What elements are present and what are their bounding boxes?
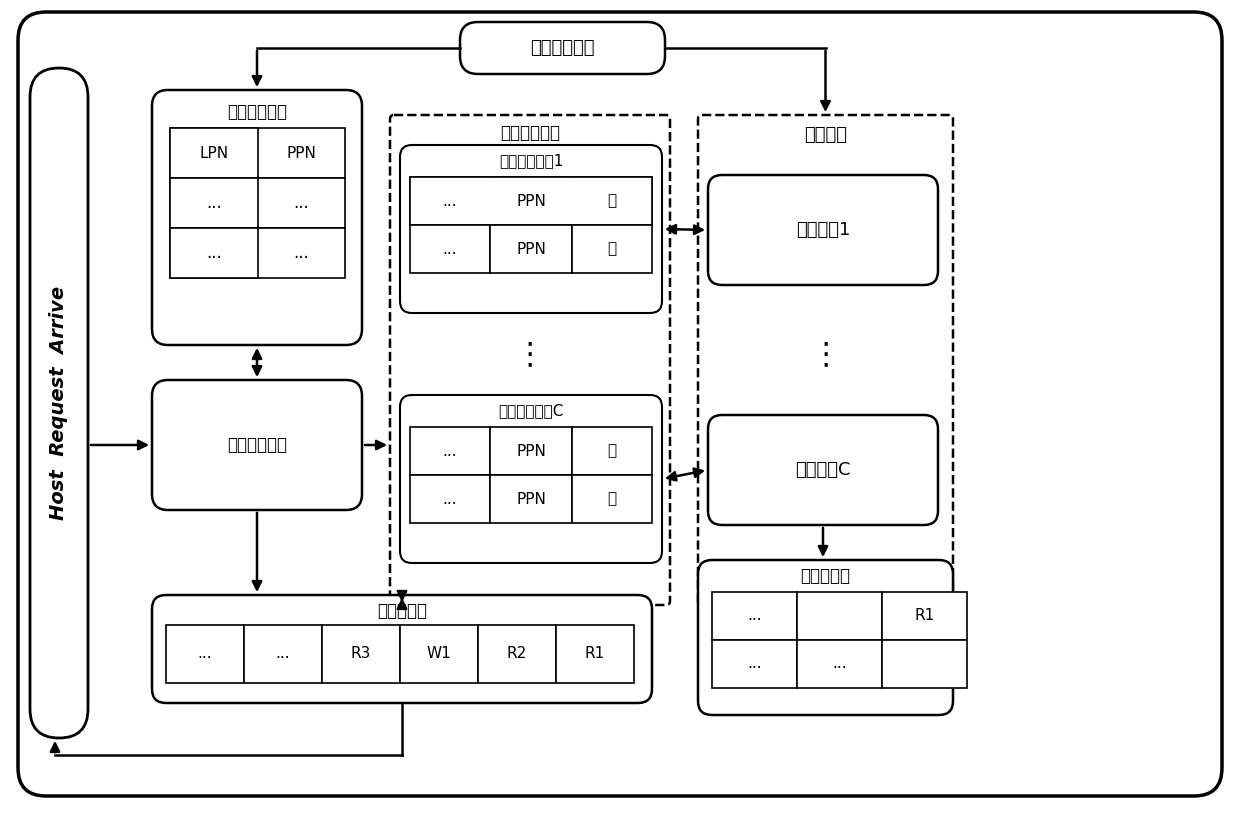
- FancyBboxPatch shape: [30, 68, 88, 738]
- Bar: [410, 225, 490, 273]
- FancyBboxPatch shape: [708, 175, 937, 285]
- Text: 待处理队列: 待处理队列: [377, 602, 427, 620]
- Bar: [882, 592, 967, 640]
- Text: ...: ...: [294, 194, 309, 212]
- Bar: [410, 177, 490, 225]
- Bar: [170, 228, 258, 278]
- Text: 通道分配模块: 通道分配模块: [227, 436, 286, 454]
- Bar: [170, 128, 345, 178]
- Text: ...: ...: [294, 244, 309, 262]
- FancyBboxPatch shape: [460, 22, 665, 74]
- Text: R3: R3: [351, 646, 371, 662]
- Text: 写: 写: [608, 492, 616, 506]
- FancyBboxPatch shape: [153, 380, 362, 510]
- Text: 读: 读: [608, 193, 616, 208]
- Text: PPN: PPN: [286, 146, 316, 160]
- Text: 通道读写队列C: 通道读写队列C: [498, 403, 564, 419]
- Text: PPN: PPN: [516, 193, 546, 208]
- Text: 闪存阵列C: 闪存阵列C: [795, 461, 851, 479]
- Text: LPN: LPN: [200, 146, 228, 160]
- FancyBboxPatch shape: [401, 395, 662, 563]
- Bar: [490, 475, 572, 523]
- Bar: [410, 427, 490, 475]
- Bar: [170, 228, 345, 278]
- Text: 数据缓冲区: 数据缓冲区: [801, 567, 851, 585]
- Text: R1: R1: [914, 608, 935, 624]
- Text: ...: ...: [206, 244, 222, 262]
- Bar: [490, 427, 572, 475]
- Bar: [410, 177, 652, 225]
- Bar: [477, 625, 556, 683]
- Bar: [572, 427, 652, 475]
- FancyBboxPatch shape: [401, 145, 662, 313]
- Bar: [410, 475, 490, 523]
- Text: Host  Request  Arrive: Host Request Arrive: [50, 286, 68, 520]
- Text: 通道读写队列1: 通道读写队列1: [498, 154, 563, 168]
- Text: 闪存芯片: 闪存芯片: [804, 126, 847, 144]
- Text: W1: W1: [427, 646, 451, 662]
- Text: ...: ...: [275, 646, 290, 662]
- Bar: [797, 592, 882, 640]
- Text: ⋮: ⋮: [810, 341, 841, 369]
- Text: 垃圾回收模块: 垃圾回收模块: [531, 39, 595, 57]
- Bar: [572, 475, 652, 523]
- Text: ...: ...: [443, 444, 458, 459]
- Bar: [797, 640, 882, 688]
- Bar: [712, 640, 797, 688]
- Bar: [401, 625, 477, 683]
- Text: 写: 写: [608, 241, 616, 256]
- FancyBboxPatch shape: [153, 90, 362, 345]
- Bar: [882, 640, 967, 688]
- Text: R1: R1: [585, 646, 605, 662]
- Text: ...: ...: [206, 194, 222, 212]
- FancyBboxPatch shape: [698, 115, 954, 605]
- Text: ...: ...: [443, 492, 458, 506]
- Bar: [556, 625, 634, 683]
- Text: 通道队列模块: 通道队列模块: [500, 124, 560, 142]
- Text: 读: 读: [608, 444, 616, 459]
- Text: 地址映射模块: 地址映射模块: [227, 103, 286, 121]
- Text: R2: R2: [507, 646, 527, 662]
- FancyBboxPatch shape: [153, 595, 652, 703]
- Bar: [170, 178, 258, 228]
- Bar: [244, 625, 322, 683]
- Text: ⋮: ⋮: [515, 341, 546, 369]
- Text: PPN: PPN: [516, 241, 546, 256]
- Bar: [166, 625, 244, 683]
- FancyBboxPatch shape: [391, 115, 670, 605]
- Text: 闪存阵列1: 闪存阵列1: [796, 221, 851, 239]
- Text: ...: ...: [197, 646, 212, 662]
- Text: ...: ...: [443, 241, 458, 256]
- Bar: [490, 177, 572, 225]
- Text: ...: ...: [443, 193, 458, 208]
- FancyBboxPatch shape: [19, 12, 1221, 796]
- FancyBboxPatch shape: [708, 415, 937, 525]
- Bar: [572, 225, 652, 273]
- Text: PPN: PPN: [516, 444, 546, 459]
- Text: ...: ...: [748, 608, 761, 624]
- Bar: [712, 592, 797, 640]
- Bar: [490, 225, 572, 273]
- FancyBboxPatch shape: [698, 560, 954, 715]
- Text: ...: ...: [748, 657, 761, 672]
- Bar: [170, 128, 258, 178]
- Bar: [170, 178, 345, 228]
- Bar: [572, 177, 652, 225]
- Text: ...: ...: [832, 657, 847, 672]
- Text: PPN: PPN: [516, 492, 546, 506]
- Bar: [322, 625, 401, 683]
